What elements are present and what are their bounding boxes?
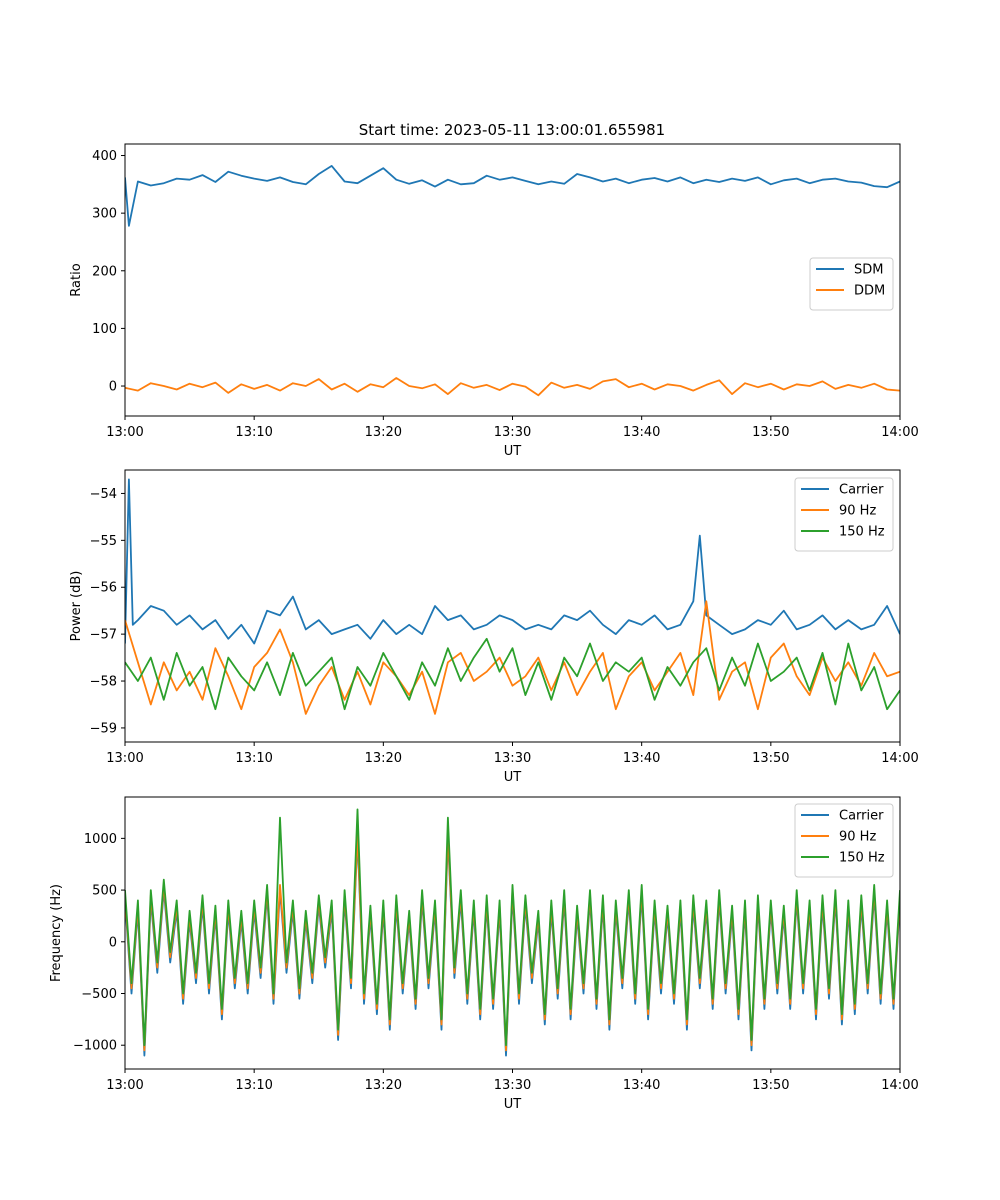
ratio-x-tick-label: 13:50 xyxy=(752,425,789,440)
ratio-x-axis-label: UT xyxy=(504,444,522,459)
ratio-legend-label: SDM xyxy=(854,263,883,278)
frequency-legend-label: 90 Hz xyxy=(839,830,876,845)
power-y-tick-label: −58 xyxy=(90,675,117,690)
ratio-y-tick-label: 400 xyxy=(92,149,117,164)
power-y-tick-label: −57 xyxy=(90,628,117,643)
power-x-tick-label: 13:40 xyxy=(623,751,660,766)
power-series-line-carrier xyxy=(125,478,900,645)
ratio-series-line-ddm xyxy=(125,377,900,397)
frequency-y-tick-label: 0 xyxy=(109,935,117,950)
power-x-tick-label: 13:10 xyxy=(235,751,272,766)
frequency-legend-label: Carrier xyxy=(839,809,884,824)
ratio-x-tick-label: 13:40 xyxy=(623,425,660,440)
power-x-tick-label: 13:20 xyxy=(365,751,402,766)
frequency-y-tick-label: −500 xyxy=(81,987,117,1002)
power-x-tick-label: 13:30 xyxy=(494,751,531,766)
power-y-tick-label: −56 xyxy=(90,581,117,596)
ratio-legend-box xyxy=(809,257,894,311)
ratio-series-line-sdm xyxy=(125,164,900,227)
ratio-y-tick-label: 0 xyxy=(109,380,117,395)
frequency-x-tick-label: 13:00 xyxy=(106,1078,143,1093)
power-y-tick-label: −55 xyxy=(90,534,117,549)
figure-title: Start time: 2023-05-11 13:00:01.655981 xyxy=(359,121,665,139)
ratio-chart: 13:00 13:10 13:20 13:30 13:40 13:50 14:00 0 100 2… xyxy=(69,143,919,459)
power-chart: 13:00 13:10 13:20 13:30 13:40 13:50 14:00 −59 −5… xyxy=(69,469,919,785)
ratio-y-tick-label: 100 xyxy=(92,322,117,337)
frequency-x-tick-label: 14:00 xyxy=(881,1078,918,1093)
ratio-legend-label: DDM xyxy=(854,284,885,299)
power-y-axis-label: Power (dB) xyxy=(69,571,84,642)
ratio-y-tick-label: 200 xyxy=(92,264,117,279)
ratio-x-tick-label: 13:20 xyxy=(365,425,402,440)
power-x-axis-label: UT xyxy=(504,770,522,785)
frequency-legend-box xyxy=(794,803,894,878)
frequency-x-tick-label: 13:50 xyxy=(752,1078,789,1093)
power-legend-label: 150 Hz xyxy=(839,525,885,540)
frequency-x-tick-label: 13:20 xyxy=(365,1078,402,1093)
ratio-x-tick-label: 13:10 xyxy=(235,425,272,440)
frequency-y-axis-label: Frequency (Hz) xyxy=(49,884,64,982)
frequency-y-tick-label: −1000 xyxy=(73,1039,117,1054)
ratio-legend: SDM DDM xyxy=(809,257,894,311)
frequency-y-tick-label: 1000 xyxy=(84,832,117,847)
frequency-legend: Carrier 90 Hz 150 Hz xyxy=(794,803,894,878)
ratio-x-tick-label: 13:00 xyxy=(106,425,143,440)
frequency-x-tick-label: 13:40 xyxy=(623,1078,660,1093)
power-x-tick-label: 13:50 xyxy=(752,751,789,766)
power-series-line-90-hz xyxy=(125,600,900,715)
frequency-x-tick-label: 13:30 xyxy=(494,1078,531,1093)
power-legend-label: 90 Hz xyxy=(839,504,876,519)
power-series-line-150-hz xyxy=(125,637,900,711)
ratio-y-tick-label: 300 xyxy=(92,207,117,222)
power-x-tick-label: 14:00 xyxy=(881,751,918,766)
ratio-x-tick-label: 13:30 xyxy=(494,425,531,440)
frequency-chart: 13:00 13:10 13:20 13:30 13:40 13:50 14:00 −1000… xyxy=(49,796,919,1112)
power-legend: Carrier 90 Hz 150 Hz xyxy=(794,477,894,552)
ratio-x-tick-label: 14:00 xyxy=(881,425,918,440)
power-y-tick-label: −59 xyxy=(90,721,117,736)
frequency-x-axis-label: UT xyxy=(504,1097,522,1112)
frequency-y-tick-label: 500 xyxy=(92,884,117,899)
frequency-legend-label: 150 Hz xyxy=(839,851,885,866)
frequency-series-line-150-hz xyxy=(125,808,900,1047)
power-y-tick-label: −54 xyxy=(90,487,117,502)
frequency-x-tick-label: 13:10 xyxy=(235,1078,272,1093)
power-x-tick-label: 13:00 xyxy=(106,751,143,766)
power-legend-box xyxy=(794,477,894,552)
power-legend-label: Carrier xyxy=(839,483,884,498)
ratio-y-axis-label: Ratio xyxy=(69,263,84,296)
charts: 13:00 13:10 13:20 13:30 13:40 13:50 14:00 0 100 2… xyxy=(49,143,919,1112)
